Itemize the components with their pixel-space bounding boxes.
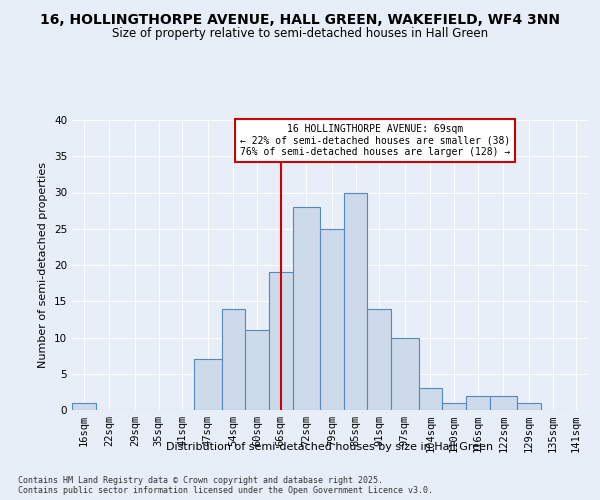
Text: 16, HOLLINGTHORPE AVENUE, HALL GREEN, WAKEFIELD, WF4 3NN: 16, HOLLINGTHORPE AVENUE, HALL GREEN, WA… [40,12,560,26]
Bar [442,403,466,410]
Text: Contains HM Land Registry data © Crown copyright and database right 2025.
Contai: Contains HM Land Registry data © Crown c… [18,476,433,495]
Bar [72,403,95,410]
Bar [293,207,320,410]
Text: 16 HOLLINGTHORPE AVENUE: 69sqm
← 22% of semi-detached houses are smaller (38)
76: 16 HOLLINGTHORPE AVENUE: 69sqm ← 22% of … [240,124,511,157]
Bar [344,192,367,410]
Bar [221,308,245,410]
Bar [367,308,391,410]
Bar [245,330,269,410]
Bar [419,388,442,410]
Bar [490,396,517,410]
Bar [269,272,293,410]
Bar [320,229,344,410]
Text: Size of property relative to semi-detached houses in Hall Green: Size of property relative to semi-detach… [112,28,488,40]
Bar [466,396,490,410]
Y-axis label: Number of semi-detached properties: Number of semi-detached properties [38,162,49,368]
Text: Distribution of semi-detached houses by size in Hall Green: Distribution of semi-detached houses by … [166,442,494,452]
Bar [194,359,221,410]
Bar [391,338,419,410]
Bar [517,403,541,410]
